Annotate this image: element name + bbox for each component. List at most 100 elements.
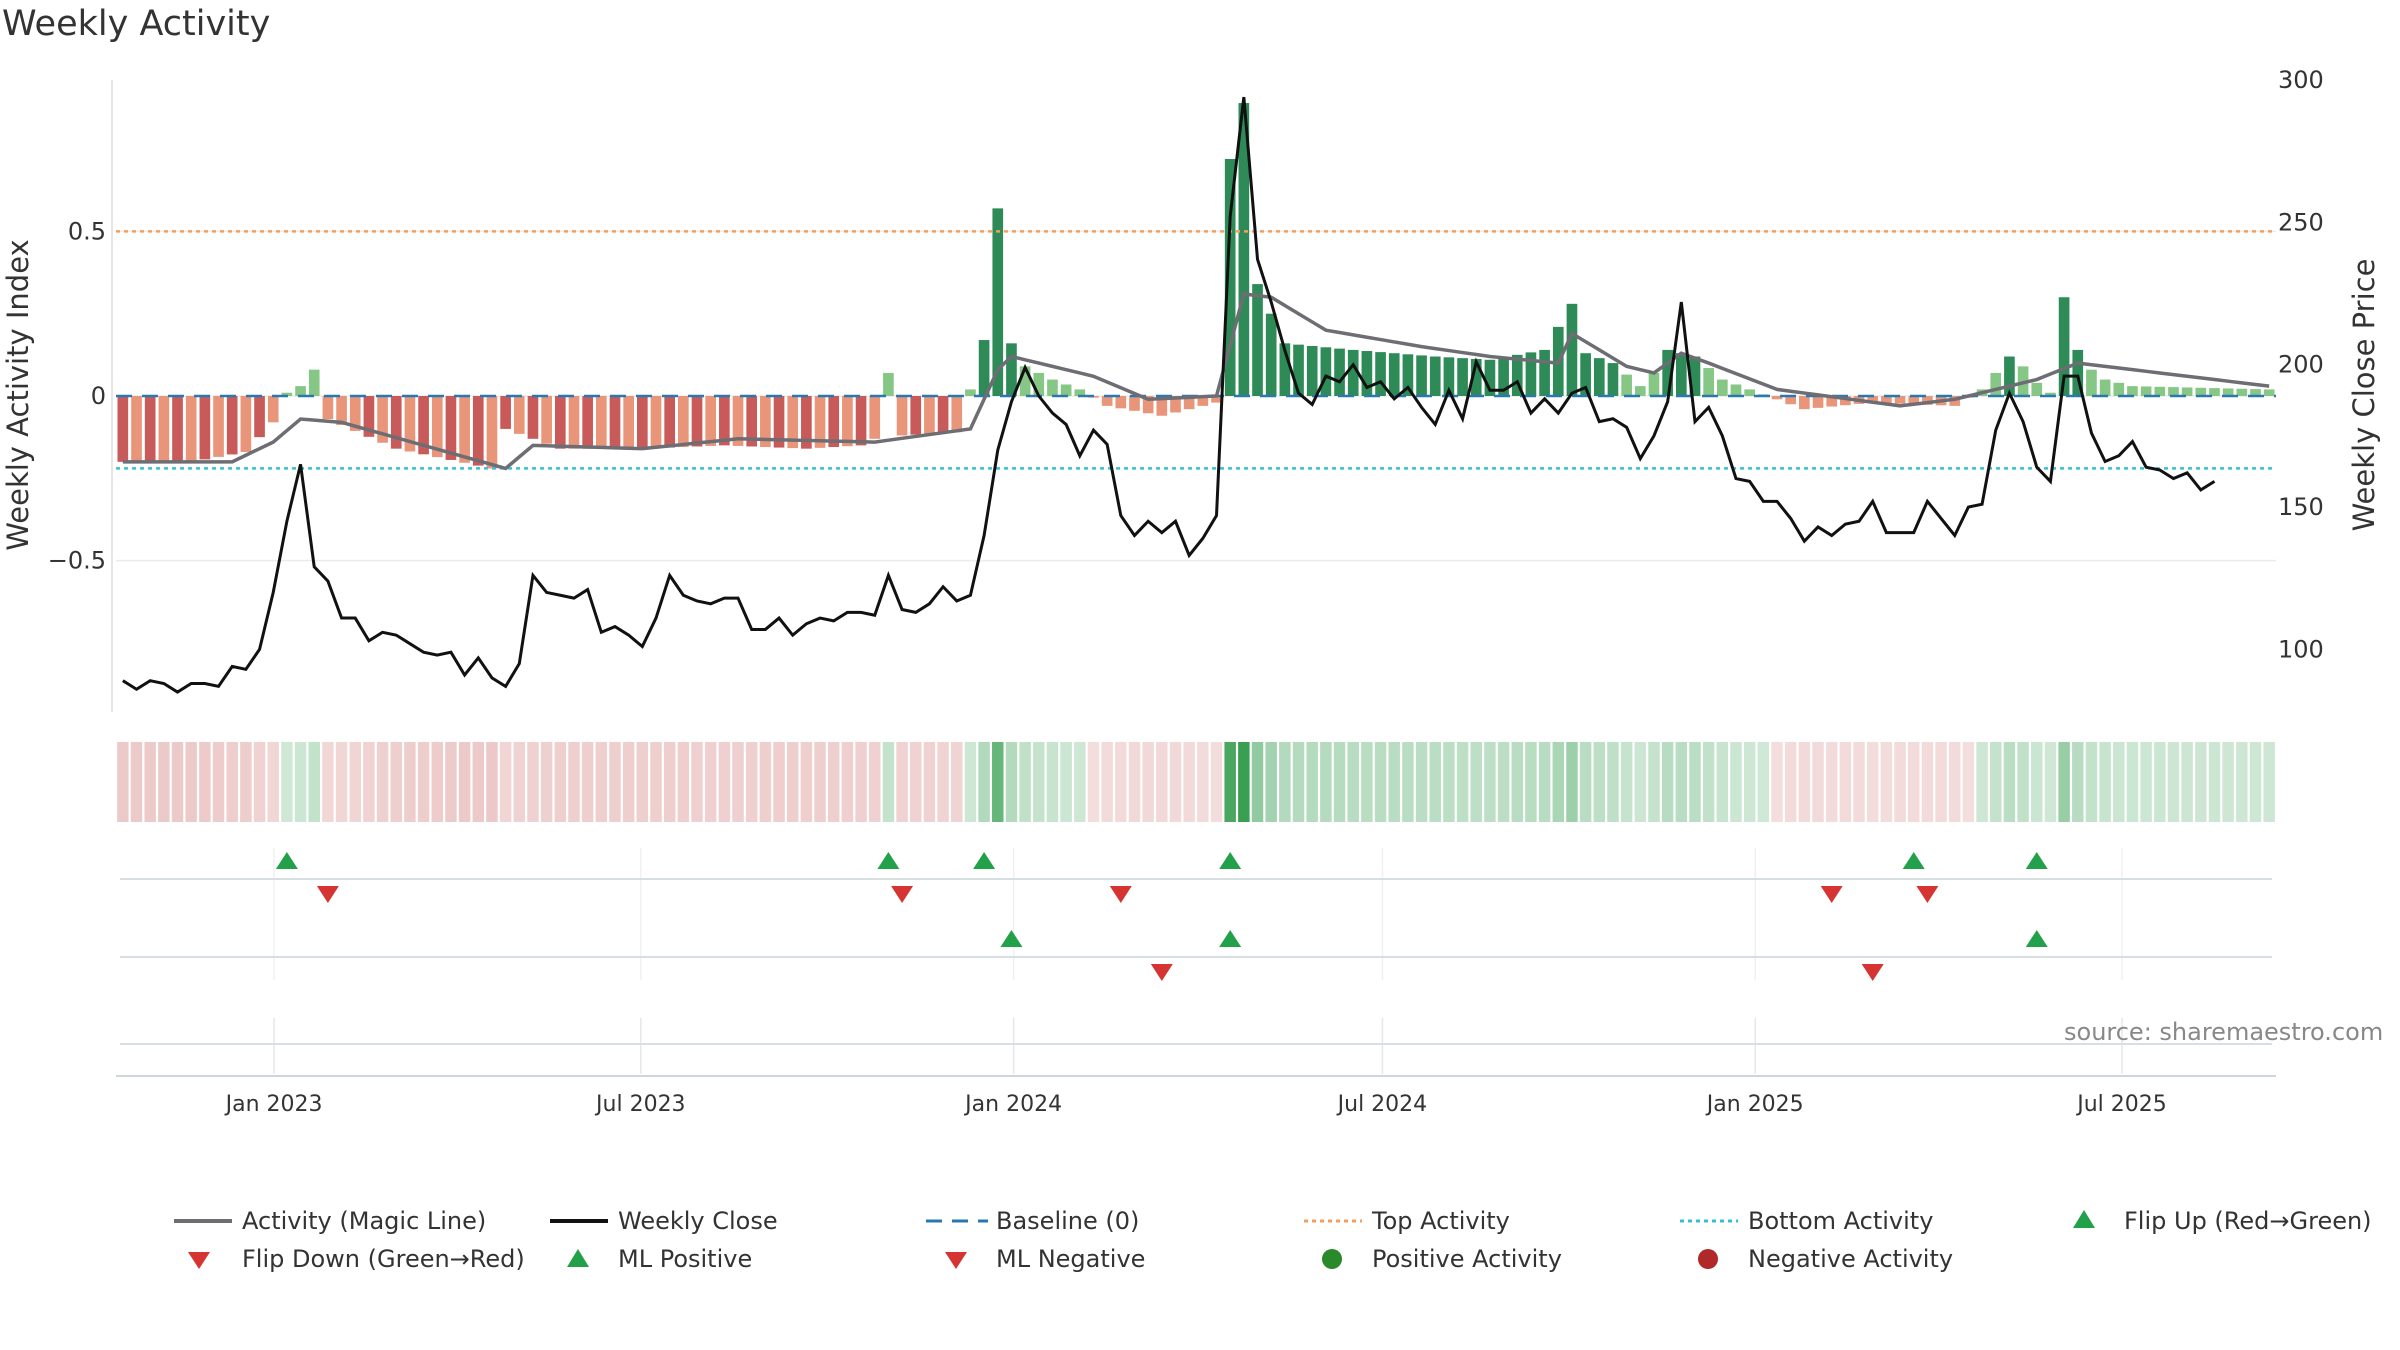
activity-bar: [1361, 351, 1373, 396]
axes: 0.5 0 −0.5 Weekly Activity Index 300 250 200 15…: [1, 66, 2381, 1117]
activity-bar: [2236, 388, 2248, 396]
activity-bar: [732, 396, 744, 446]
activity-bar: [2086, 369, 2097, 396]
heat-cell: [1074, 742, 1086, 822]
heat-cell: [2017, 742, 2029, 822]
circle-icon: [1322, 1249, 1342, 1269]
x-tick-label: Jan 2024: [963, 1092, 1062, 1117]
activity-bar: [1511, 354, 1523, 396]
activity-bar: [1703, 368, 1714, 396]
activity-bar: [2222, 388, 2234, 396]
heat-cell: [992, 742, 1004, 822]
heat-cell: [718, 742, 731, 822]
flip-down-marker: [1861, 964, 1884, 981]
heat-cell: [2044, 742, 2057, 822]
activity-bar: [472, 396, 484, 466]
heat-cell: [1265, 742, 1277, 822]
activity-bar: [2113, 382, 2125, 396]
heat-cell: [2195, 742, 2207, 822]
activity-bar: [787, 396, 799, 449]
activity-bar: [1293, 344, 1304, 396]
heat-cell: [1716, 742, 1729, 822]
legend-label: Flip Up (Red→Green): [2124, 1207, 2372, 1235]
heat-cell: [199, 742, 211, 822]
right-tick-label: 300: [2278, 66, 2324, 94]
heat-cell: [1292, 742, 1305, 822]
heat-cell: [1402, 742, 1414, 822]
heat-cell: [581, 742, 594, 822]
heat-cell: [1812, 742, 1824, 822]
activity-bar: [828, 396, 840, 448]
flip-down-marker: [1916, 886, 1939, 903]
heat-cell: [1224, 742, 1236, 822]
activity-bar: [213, 396, 224, 457]
heat-cell: [1361, 742, 1373, 822]
legend-label: Top Activity: [1372, 1207, 1510, 1235]
activity-bar: [746, 396, 758, 447]
triangle-up-icon: [567, 1249, 589, 1267]
heat-cell: [1443, 742, 1455, 822]
heat-cell: [2208, 742, 2221, 822]
heat-cell: [1757, 742, 1770, 822]
heat-cell: [226, 742, 238, 822]
right-tick-label: 150: [2278, 493, 2324, 521]
heat-cell: [1607, 742, 1619, 822]
heat-cell: [267, 742, 279, 822]
activity-bars: [117, 103, 2275, 469]
heat-cell: [1730, 742, 1742, 822]
heat-cell: [1374, 742, 1387, 822]
heat-cell: [144, 742, 156, 822]
activity-bar: [131, 396, 142, 462]
heat-cell: [171, 742, 184, 822]
activity-bar: [1019, 366, 1031, 396]
heat-cell: [458, 742, 471, 822]
heat-cell: [1456, 742, 1469, 822]
heat-cell: [1060, 742, 1072, 822]
flip-up-marker: [973, 852, 996, 869]
legend-label: Weekly Close: [618, 1207, 778, 1235]
heat-cell: [1033, 742, 1045, 822]
heat-cell: [431, 742, 444, 822]
triangle-up-icon: [2073, 1210, 2095, 1228]
activity-bar: [281, 392, 293, 396]
activity-bar: [1375, 352, 1386, 396]
activity-bar: [1170, 396, 1181, 413]
heat-cell: [951, 742, 963, 822]
heat-cell: [636, 742, 649, 822]
activity-bar: [2209, 388, 2220, 396]
activity-bar: [158, 396, 170, 462]
heat-cell: [445, 742, 457, 822]
activity-bar: [349, 396, 361, 431]
activity-bar: [1621, 374, 1632, 396]
heat-cell: [1197, 742, 1209, 822]
activity-bar: [1716, 379, 1728, 396]
heat-cell: [1429, 742, 1441, 822]
activity-bar: [1129, 396, 1140, 411]
heat-cell: [1784, 742, 1797, 822]
activity-bar: [937, 396, 949, 434]
flip-down-marker: [891, 886, 914, 903]
heat-cell: [841, 742, 854, 822]
activity-bar: [582, 396, 593, 449]
activity-bar: [568, 396, 580, 449]
heat-cell: [1648, 742, 1660, 822]
activity-bar: [418, 396, 429, 455]
activity-bar: [254, 396, 265, 438]
heat-cell: [773, 742, 785, 822]
legend: Activity (Magic Line) Weekly Close Basel…: [160, 1204, 2400, 1294]
heat-cell: [472, 742, 485, 822]
activity-bar: [1470, 358, 1482, 396]
heat-cell: [1702, 742, 1715, 822]
x-tick-label: Jan 2025: [1705, 1092, 1804, 1117]
heat-cell: [1579, 742, 1592, 822]
heat-cell: [2126, 742, 2139, 822]
heat-cell: [1634, 742, 1647, 822]
activity-bar: [609, 396, 621, 449]
legend-bottom-activity-swatch: [1680, 1219, 1738, 1223]
x-tick-label: Jan 2023: [224, 1092, 323, 1117]
heat-cell: [1156, 742, 1168, 822]
activity-bar: [1238, 103, 1250, 397]
x-tick-label: Jul 2024: [1336, 1092, 1428, 1117]
activity-bar: [869, 396, 881, 439]
heat-cell: [294, 742, 307, 822]
